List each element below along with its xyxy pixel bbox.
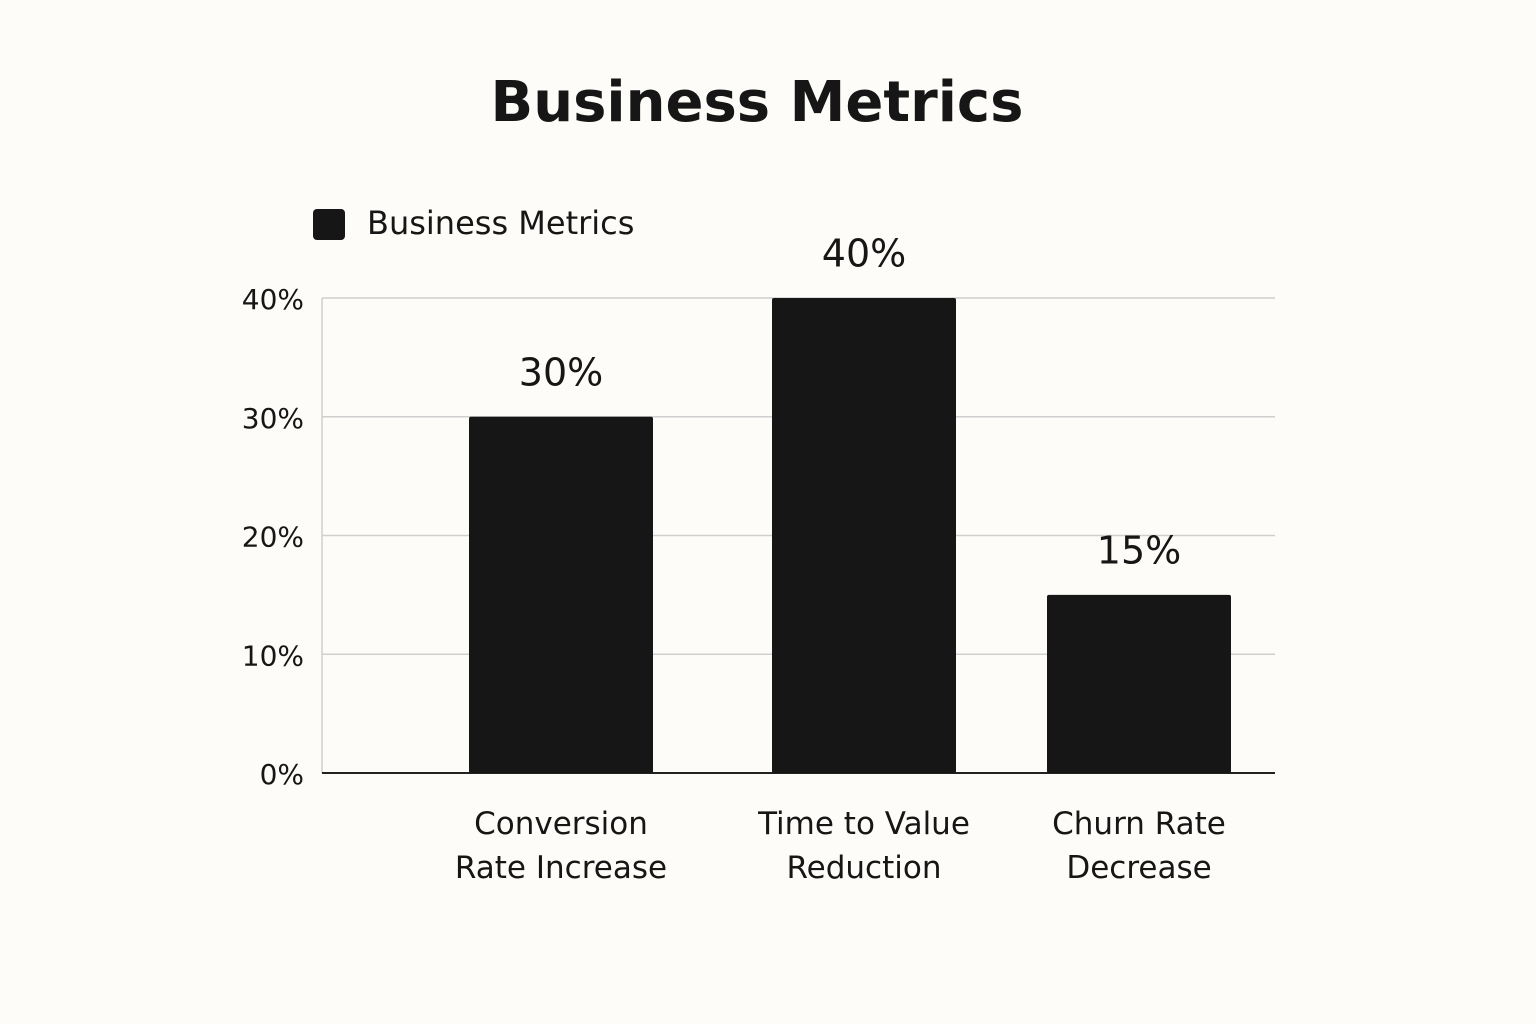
y-tick-label: 0%: [260, 758, 304, 791]
x-tick-label: Time to Value Reduction: [758, 806, 970, 886]
legend-swatch: [313, 209, 345, 240]
x-tick-label: Churn Rate Decrease: [1052, 806, 1226, 886]
chart-title: Business Metrics: [491, 70, 1024, 135]
y-tick-label: 20%: [242, 521, 304, 554]
value-label: 40%: [822, 232, 906, 276]
bar: [1047, 594, 1231, 773]
x-tick-label: Conversion Rate Increase: [454, 806, 668, 886]
y-tick-label: 40%: [242, 283, 304, 316]
value-label: 15%: [1097, 528, 1181, 572]
value-label: 30%: [519, 350, 603, 394]
bar: [469, 416, 653, 773]
y-tick-label: 30%: [242, 402, 304, 435]
y-tick-label: 10%: [242, 639, 304, 672]
legend-label: Business Metrics: [367, 204, 634, 242]
bar: [772, 298, 956, 773]
